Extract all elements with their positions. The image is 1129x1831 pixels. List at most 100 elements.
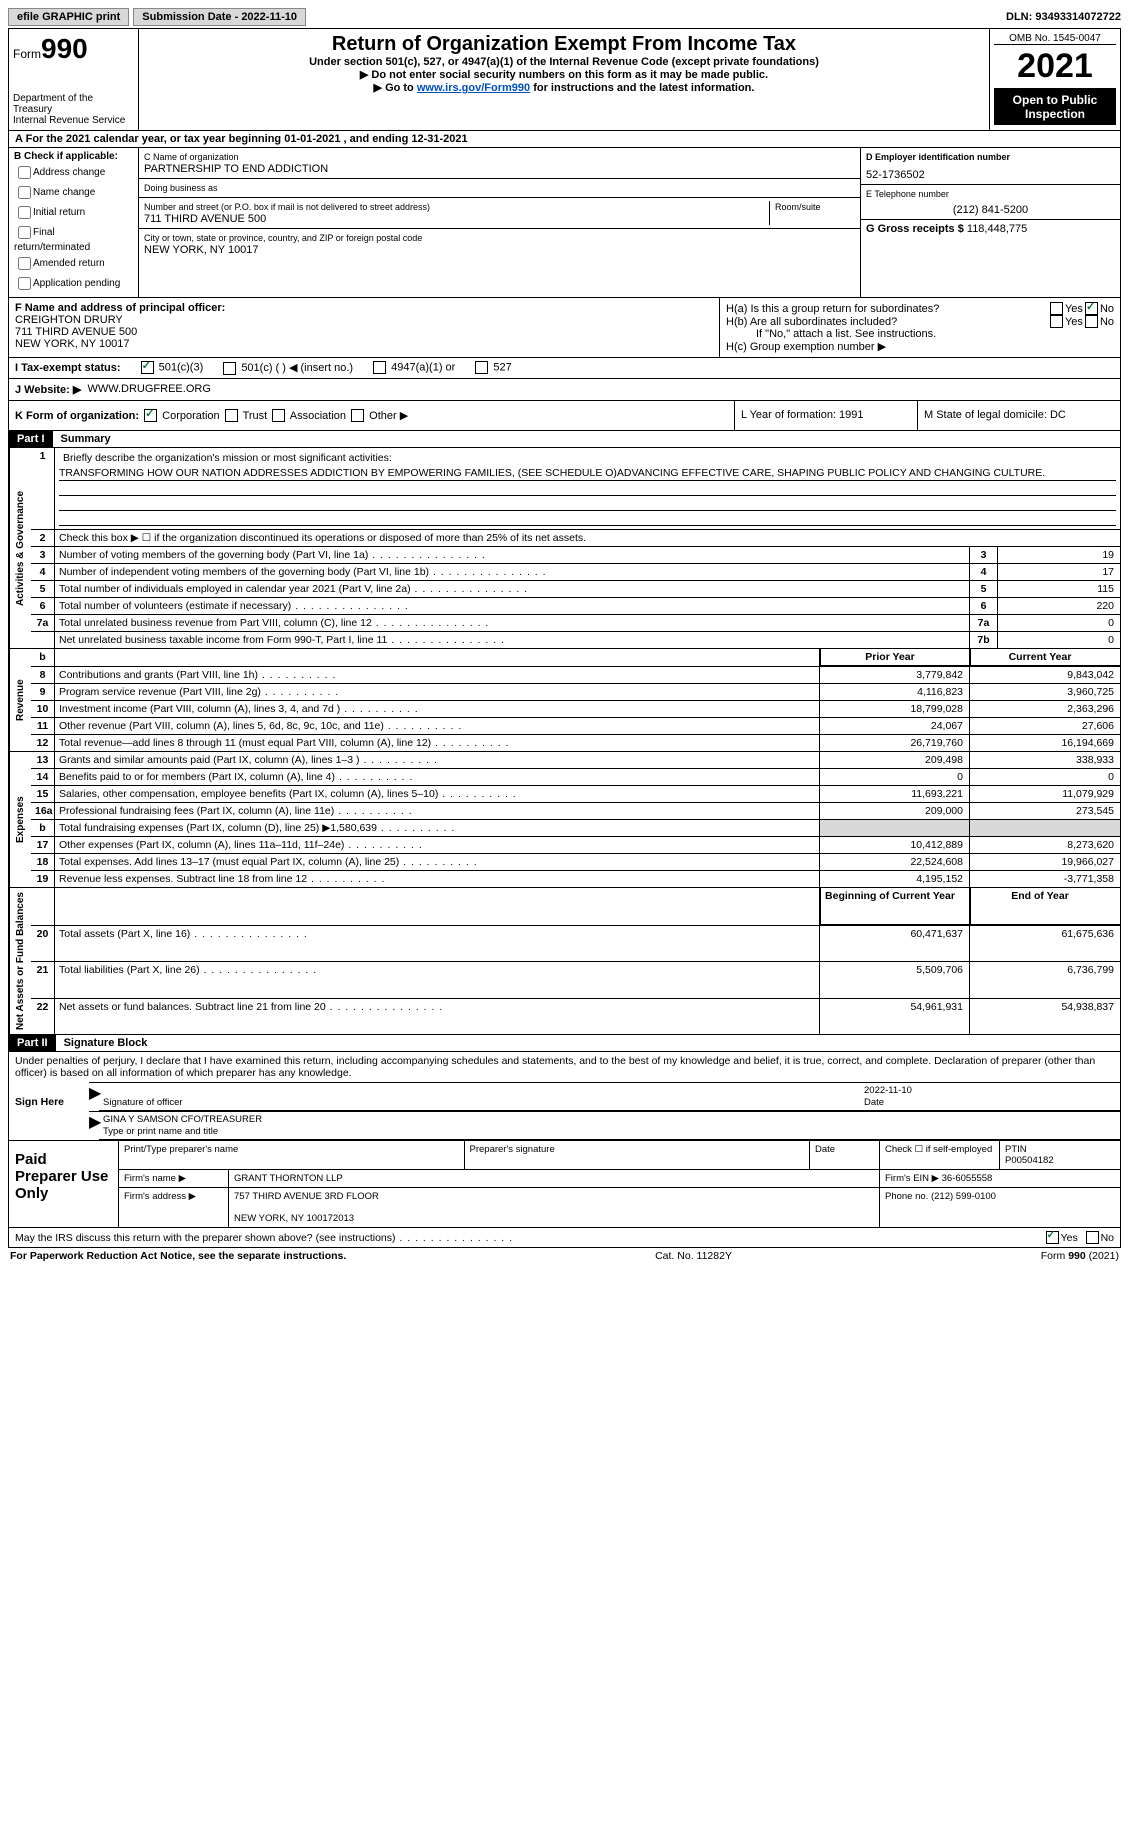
- chk-final-return[interactable]: Final return/terminated: [14, 223, 133, 253]
- vlabel-expenses: Expenses: [9, 752, 31, 887]
- line-num: 3: [31, 546, 55, 563]
- form-header: Form990 Department of the Treasury Inter…: [8, 28, 1121, 131]
- line-num: 18: [31, 853, 55, 870]
- chk-4947[interactable]: [373, 361, 386, 374]
- current-value: 9,843,042: [970, 666, 1120, 683]
- tax-year: 2021: [994, 44, 1116, 89]
- h-c-label: H(c) Group exemption number ▶: [726, 340, 1114, 353]
- h-b-label: H(b) Are all subordinates included?: [726, 316, 1048, 328]
- line-num: 19: [31, 870, 55, 887]
- ein-label: D Employer identification number: [866, 152, 1010, 162]
- addr-label: Number and street (or P.O. box if mail i…: [144, 202, 430, 212]
- chk-501c3[interactable]: [141, 361, 154, 374]
- summary-netassets: Net Assets or Fund Balances Beginning of…: [8, 888, 1121, 1035]
- line-box: 3: [970, 546, 998, 563]
- org-street: 711 THIRD AVENUE 500: [144, 213, 769, 225]
- dln-label: DLN: 93493314072722: [1006, 11, 1121, 23]
- chk-527[interactable]: [475, 361, 488, 374]
- form-number: Form990: [13, 33, 134, 65]
- signature-block: Under penalties of perjury, I declare th…: [8, 1052, 1121, 1141]
- chk-name-change[interactable]: Name change: [14, 183, 133, 202]
- line-num: 14: [31, 768, 55, 785]
- chk-initial-return[interactable]: Initial return: [14, 203, 133, 222]
- line-num: 7a: [31, 614, 55, 631]
- current-value: 11,079,929: [970, 785, 1120, 802]
- city-label: City or town, state or province, country…: [144, 233, 422, 243]
- line-value: 0: [998, 614, 1120, 631]
- irs-link[interactable]: www.irs.gov/Form990: [417, 82, 530, 94]
- prior-value: 4,116,823: [820, 683, 970, 700]
- line-num: 12: [31, 734, 55, 751]
- chk-amended[interactable]: Amended return: [14, 254, 133, 273]
- ha-yes[interactable]: [1050, 302, 1063, 315]
- line-box: 4: [970, 563, 998, 580]
- officer-addr: 711 THIRD AVENUE 500: [15, 326, 137, 338]
- h-b-note: If "No," attach a list. See instructions…: [726, 328, 1114, 340]
- line-desc: Number of independent voting members of …: [55, 563, 970, 580]
- officer-signed-name: GINA Y SAMSON CFO/TREASURER: [103, 1114, 1116, 1126]
- discuss-no[interactable]: [1086, 1231, 1099, 1244]
- line-value: 115: [998, 580, 1120, 597]
- chk-pending[interactable]: Application pending: [14, 274, 133, 293]
- line-num: 15: [31, 785, 55, 802]
- current-value: 2,363,296: [970, 700, 1120, 717]
- line-desc: Net unrelated business taxable income fr…: [55, 631, 970, 648]
- line-num: 10: [31, 700, 55, 717]
- prior-value: 26,719,760: [820, 734, 970, 751]
- current-value: 16,194,669: [970, 734, 1120, 751]
- current-value: -3,771,358: [970, 870, 1120, 887]
- line-num: 5: [31, 580, 55, 597]
- hb-yes[interactable]: [1050, 315, 1063, 328]
- line-desc: Total expenses. Add lines 13–17 (must eq…: [55, 853, 820, 870]
- perjury-declaration: Under penalties of perjury, I declare th…: [9, 1052, 1120, 1082]
- line-num: 16a: [31, 802, 55, 819]
- line-desc: Investment income (Part VIII, column (A)…: [55, 700, 820, 717]
- mission-text: TRANSFORMING HOW OUR NATION ADDRESSES AD…: [59, 467, 1116, 481]
- chk-trust[interactable]: [225, 409, 238, 422]
- arrow-icon: ▶: [89, 1112, 99, 1140]
- beg-value: 5,509,706: [820, 961, 970, 998]
- line-value: 19: [998, 546, 1120, 563]
- row-j: J Website: ▶ WWW.DRUGFREE.ORG: [8, 379, 1121, 401]
- discuss-row: May the IRS discuss this return with the…: [8, 1228, 1121, 1248]
- ha-no[interactable]: [1085, 302, 1098, 315]
- hb-no[interactable]: [1085, 315, 1098, 328]
- line-desc: Revenue less expenses. Subtract line 18 …: [55, 870, 820, 887]
- chk-other[interactable]: [351, 409, 364, 422]
- line-num: 13: [31, 752, 55, 768]
- sign-here-label: Sign Here: [9, 1082, 89, 1140]
- org-city: NEW YORK, NY 10017: [144, 244, 855, 256]
- chk-assoc[interactable]: [272, 409, 285, 422]
- discuss-yes[interactable]: [1046, 1231, 1059, 1244]
- chk-corp[interactable]: [144, 409, 157, 422]
- chk-address-change[interactable]: Address change: [14, 163, 133, 182]
- phone-label: E Telephone number: [866, 189, 949, 199]
- line-desc: Contributions and grants (Part VIII, lin…: [55, 666, 820, 683]
- line-num: 20: [31, 925, 55, 962]
- line-desc: Total unrelated business revenue from Pa…: [55, 614, 970, 631]
- prior-value: 209,498: [820, 752, 970, 768]
- part2-header: Part II Signature Block: [8, 1035, 1121, 1052]
- dept-label: Department of the Treasury: [13, 93, 93, 115]
- line-desc: Other revenue (Part VIII, column (A), li…: [55, 717, 820, 734]
- efile-button[interactable]: efile GRAPHIC print: [8, 8, 129, 26]
- end-value: 54,938,837: [970, 998, 1120, 1035]
- line-desc: Program service revenue (Part VIII, line…: [55, 683, 820, 700]
- block-f: F Name and address of principal officer:…: [8, 298, 1121, 358]
- firm-name: GRANT THORNTON LLP: [229, 1170, 880, 1187]
- row-k: K Form of organization: Corporation Trus…: [8, 401, 1121, 432]
- line-num: 8: [31, 666, 55, 683]
- chk-501c[interactable]: [223, 362, 236, 375]
- line-desc: Total number of volunteers (estimate if …: [55, 597, 970, 614]
- officer-city: NEW YORK, NY 10017: [15, 338, 130, 350]
- irs-label: Internal Revenue Service: [13, 115, 125, 126]
- phone-value: (212) 841-5200: [866, 204, 1115, 216]
- line-desc: Benefits paid to or for members (Part IX…: [55, 768, 820, 785]
- summary-expenses: Expenses 13Grants and similar amounts pa…: [8, 752, 1121, 888]
- vlabel-governance: Activities & Governance: [9, 448, 31, 648]
- summary-revenue: Revenue b Prior Year Current Year 8Contr…: [8, 649, 1121, 752]
- q2-text: Check this box ▶ ☐ if the organization d…: [55, 529, 1120, 546]
- line-box: 7a: [970, 614, 998, 631]
- summary-governance: Activities & Governance 1 Briefly descri…: [8, 448, 1121, 649]
- submission-date-button[interactable]: Submission Date - 2022-11-10: [133, 8, 306, 26]
